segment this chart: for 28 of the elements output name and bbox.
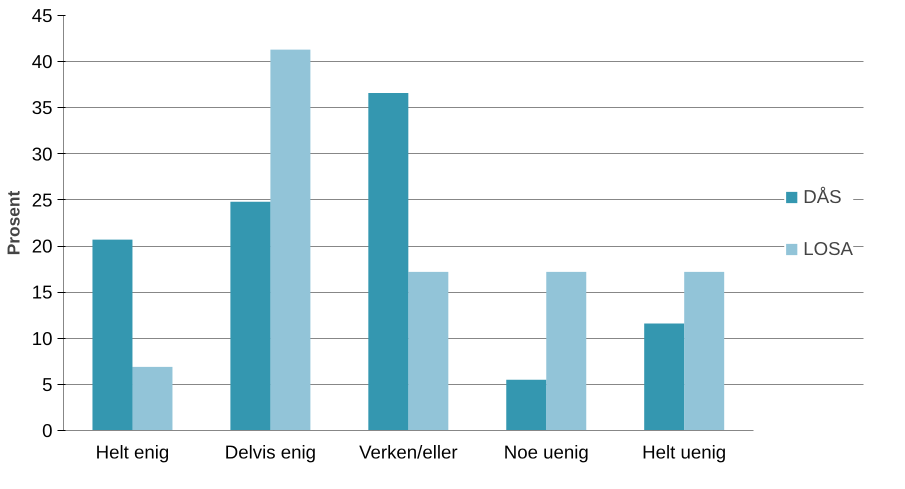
y-tick-label: 20: [32, 236, 53, 257]
bar: [132, 366, 172, 430]
y-tick-label: 5: [42, 374, 53, 395]
y-tick-label: 30: [32, 143, 53, 164]
y-tick-label: 0: [42, 420, 53, 441]
x-tick-label: Delvis enig: [224, 442, 316, 462]
y-tick-label: 40: [32, 51, 53, 72]
bar: [408, 272, 448, 430]
y-tick-label: 35: [32, 97, 53, 118]
bar: [270, 50, 310, 430]
x-tick-label: Helt uenig: [642, 442, 726, 462]
x-tick-label: Helt enig: [96, 442, 170, 462]
bar: [368, 92, 408, 430]
bar: [546, 272, 586, 430]
bar: [644, 324, 684, 430]
y-axis-title: Prosent: [4, 190, 24, 256]
y-tick-label: 45: [32, 5, 53, 26]
y-tick-label: 10: [32, 328, 53, 349]
bar: [506, 380, 546, 430]
x-tick-label: Noe uenig: [504, 442, 589, 462]
bar: [684, 272, 724, 430]
legend-label: LOSA: [803, 238, 853, 260]
bar: [230, 202, 270, 430]
legend-label: DÅS: [803, 186, 842, 208]
x-tick-label: Verken/eller: [359, 442, 458, 462]
y-tick-label: 25: [32, 189, 53, 210]
y-tick-label: 15: [32, 282, 53, 303]
bar: [92, 240, 132, 430]
